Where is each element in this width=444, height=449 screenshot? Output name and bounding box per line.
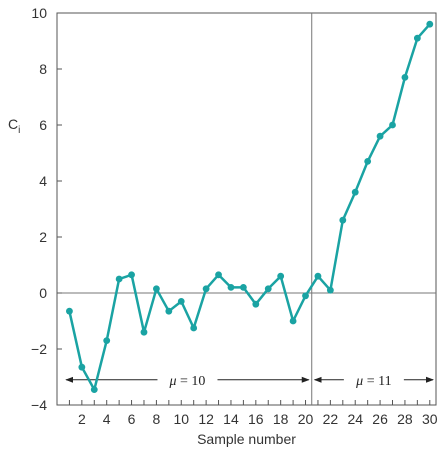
data-point: [364, 158, 372, 165]
data-point: [78, 363, 86, 371]
data-point: [239, 284, 247, 291]
x-tick-label: 10: [173, 411, 189, 427]
y-tick-label: 2: [39, 229, 47, 245]
data-point: [140, 328, 148, 336]
data-point: [376, 132, 384, 140]
y-axis-title: Ci: [8, 116, 20, 136]
data-point: [264, 285, 272, 293]
y-tick-label: 6: [39, 117, 47, 133]
x-axis-title: Sample number: [197, 431, 296, 447]
x-tick-label: 16: [248, 411, 264, 427]
data-point: [314, 272, 322, 280]
x-tick-label: 6: [128, 411, 136, 427]
annotation-value: = 10: [177, 374, 206, 389]
y-axis-title-subscript: i: [18, 125, 20, 136]
x-tick-label: 2: [78, 411, 86, 427]
series-line: [68, 23, 431, 391]
x-tick-label: 28: [397, 411, 413, 427]
data-point: [389, 121, 396, 129]
x-tick-label: 30: [422, 411, 438, 427]
annotation-mu: μ: [169, 374, 177, 389]
data-point: [177, 298, 185, 305]
annotation-mu: μ: [355, 374, 363, 389]
y-tick-label: 10: [31, 5, 47, 21]
x-tick-label: 20: [298, 411, 314, 427]
annotation-value: = 11: [363, 374, 391, 389]
data-point: [153, 285, 160, 293]
annotation-label: μ = 11: [355, 374, 391, 389]
data-point: [277, 272, 285, 280]
y-axis-title-main: C: [8, 116, 18, 132]
y-tick-label: −4: [31, 397, 47, 413]
x-tick-label: 8: [153, 411, 161, 427]
data-point: [302, 292, 309, 300]
data-point: [227, 284, 235, 291]
data-point: [289, 317, 297, 325]
data-point: [190, 324, 198, 332]
data-point: [426, 20, 434, 28]
x-tick-label: 22: [323, 411, 339, 427]
x-tick-label: 4: [103, 411, 111, 427]
y-tick-label: 4: [39, 173, 47, 189]
data-point: [128, 271, 135, 279]
annotation-label: μ = 10: [169, 374, 206, 389]
x-tick-label: 14: [223, 411, 239, 427]
data-point: [351, 188, 359, 196]
data-point: [252, 300, 260, 308]
data-point: [202, 285, 210, 293]
plot-frame: [56, 12, 437, 406]
data-point: [339, 216, 347, 224]
x-tick-label: 24: [347, 411, 363, 427]
data-series: [66, 20, 434, 393]
x-tick-label: 18: [273, 411, 289, 427]
data-point: [165, 307, 173, 315]
x-tick-label: 26: [372, 411, 388, 427]
reference-lines: [57, 13, 436, 405]
data-point: [401, 74, 409, 81]
data-point: [66, 307, 73, 315]
data-point: [115, 275, 123, 283]
x-axis: 2 4 6 8 10 12 14 16 18 20 22 24 26 28 30: [68, 400, 438, 427]
data-point: [90, 386, 98, 393]
data-point: [215, 271, 222, 279]
data-point: [413, 34, 421, 42]
y-tick-label: 8: [39, 61, 47, 77]
data-point: [326, 286, 334, 294]
y-tick-label: 0: [39, 285, 47, 301]
x-tick-label: 12: [198, 411, 214, 427]
y-tick-label: −2: [31, 341, 47, 357]
annotations: μ = 10 μ = 11: [65, 374, 434, 389]
plot-border: [56, 12, 437, 406]
y-axis: −4 −2 0 2 4 6 8 10: [31, 5, 62, 413]
data-point: [103, 337, 111, 344]
